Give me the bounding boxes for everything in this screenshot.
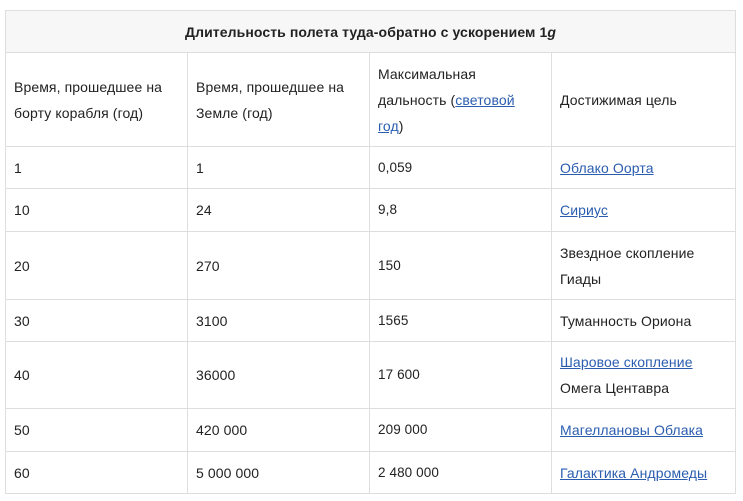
cell-ship-time: 60 xyxy=(5,451,188,494)
table-header-row: Время, прошедшее на борту корабля (год) … xyxy=(5,52,737,147)
cell-earth-time: 5 000 000 xyxy=(187,451,370,494)
table-row: 40 36000 17 600 Шаровое скопление Омега Ц… xyxy=(5,341,737,409)
cell-target: Туманность Ориона xyxy=(550,299,737,342)
table-row: 20 270 150 Звездное скопление Гиады xyxy=(5,231,737,300)
cell-earth-time: 3100 xyxy=(187,299,370,342)
cell-distance: 9,8 xyxy=(369,188,552,232)
table-row: 30 3100 1565 Туманность Ориона xyxy=(5,299,737,342)
cell-distance: 150 xyxy=(369,231,552,300)
header-earth-time: Время, прошедшее на Земле (год) xyxy=(187,52,370,147)
cell-ship-time: 1 xyxy=(5,146,188,189)
cell-earth-time: 420 000 xyxy=(187,408,370,452)
cell-target: Звездное скопление Гиады xyxy=(550,231,737,300)
table-row: 1 1 0,059 Облако Оорта xyxy=(5,146,737,189)
header-ship-time: Время, прошедшее на борту корабля (год) xyxy=(5,52,188,147)
cell-distance: 0,059 xyxy=(369,146,552,189)
cell-distance: 2 480 000 xyxy=(369,451,552,494)
target-link-globular-cluster[interactable]: Шаровое скопление xyxy=(560,354,693,370)
cell-ship-time: 10 xyxy=(5,188,188,232)
cell-target: Облако Оорта xyxy=(550,146,737,189)
cell-ship-time: 20 xyxy=(5,231,188,300)
target-link-magellanic-clouds[interactable]: Магеллановы Облака xyxy=(560,422,704,438)
cell-earth-time: 270 xyxy=(187,231,370,300)
cell-distance: 1565 xyxy=(369,299,552,342)
light-year-link[interactable]: световой год xyxy=(378,91,515,134)
caption-unit-g: g xyxy=(547,23,557,40)
table-row: 60 5 000 000 2 480 000 Галактика Андроме… xyxy=(5,451,737,494)
table-caption-row: Длительность полета туда-обратно с ускор… xyxy=(4,10,737,53)
cell-distance: 17 600 xyxy=(369,341,552,409)
cell-distance: 209 000 xyxy=(369,408,552,452)
table-wrapper: Длительность полета туда-обратно с ускор… xyxy=(4,10,737,494)
cell-target: Шаровое скопление Омега Центавра xyxy=(550,341,737,409)
caption-text: Длительность полета туда-обратно с ускор… xyxy=(185,23,548,40)
cell-earth-time: 1 xyxy=(187,146,370,189)
header-target: Достижимая цель xyxy=(550,52,737,147)
cell-earth-time: 36000 xyxy=(187,341,370,409)
target-link-andromeda[interactable]: Галактика Андромеды xyxy=(560,464,708,481)
cell-target: Галактика Андромеды xyxy=(550,451,737,494)
table-row: 50 420 000 209 000 Магеллановы Облака xyxy=(5,408,737,452)
flight-duration-table: Длительность полета туда-обратно с ускор… xyxy=(4,10,737,494)
table-row: 10 24 9,8 Сириус xyxy=(5,188,737,232)
table-caption: Длительность полета туда-обратно с ускор… xyxy=(4,10,737,53)
cell-ship-time: 50 xyxy=(5,408,188,452)
cell-target: Магеллановы Облака xyxy=(550,408,737,452)
cell-ship-time: 40 xyxy=(5,341,188,409)
cell-target: Сириус xyxy=(550,188,737,232)
header-max-distance-label: Максимальная дальность ( xyxy=(378,65,476,108)
target-text-omega-centauri: Омега Центавра xyxy=(560,380,670,396)
header-max-distance: Максимальная дальность (световой год) xyxy=(369,52,552,147)
cell-ship-time: 30 xyxy=(5,299,188,342)
target-link-oort-cloud[interactable]: Облако Оорта xyxy=(560,159,654,176)
target-link-sirius[interactable]: Сириус xyxy=(560,202,608,218)
cell-earth-time: 24 xyxy=(187,188,370,232)
header-max-distance-paren: ) xyxy=(398,117,404,134)
